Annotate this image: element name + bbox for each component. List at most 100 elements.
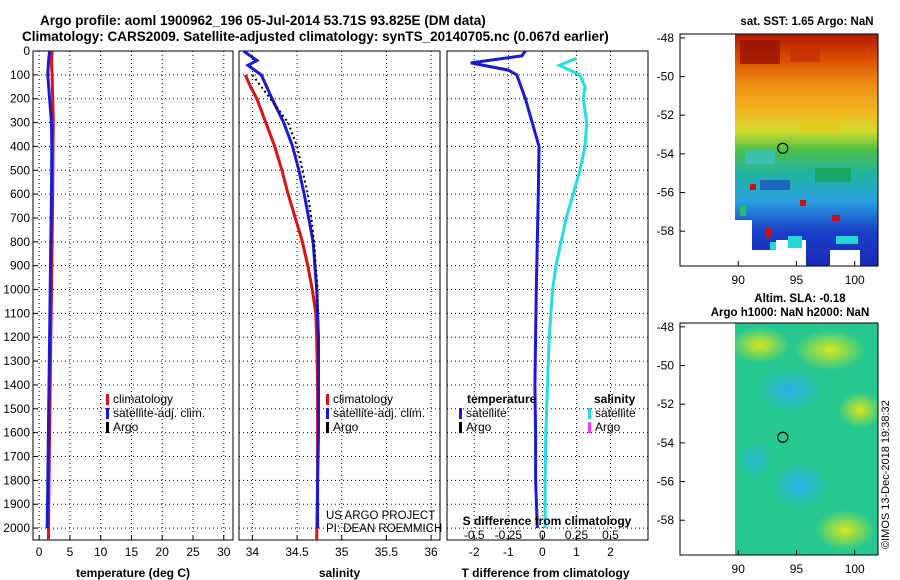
y-tick-label: 1700 [3, 450, 30, 464]
y-tick-label: 400 [10, 139, 30, 153]
sst-patch [836, 236, 858, 244]
x-tick-label: 15 [125, 545, 139, 559]
sst-patch [750, 184, 756, 190]
sst-patch [815, 168, 851, 182]
map-frame [679, 33, 879, 267]
plot-frame [446, 50, 649, 541]
figure-title-line2: Climatology: CARS2009. Satellite-adjuste… [22, 29, 609, 44]
x-axis-label-top: S difference from climatology [463, 514, 632, 528]
s-tick-label: -0.25 [495, 528, 523, 542]
map-x-tick-label: 95 [790, 562, 804, 576]
legend-entry: Argo [113, 420, 139, 434]
sst-patch [740, 206, 746, 216]
series-climatology-line [243, 74, 320, 541]
y-tick-label: 200 [10, 92, 30, 106]
argo-position-marker [777, 431, 789, 443]
x-tick-label: 30 [217, 545, 231, 559]
y-tick-label: 600 [10, 187, 30, 201]
x-tick-label: 5 [67, 545, 74, 559]
figure-title-line1: Argo profile: aoml 1900962_196 05-Jul-20… [40, 13, 486, 28]
legend-entry: satellite [466, 406, 507, 420]
series-t-satellite-line [470, 50, 541, 529]
sst-patch [745, 150, 775, 164]
y-tick-label: 500 [10, 163, 30, 177]
s-tick-label: 0.25 [565, 528, 589, 542]
legend-swatch [588, 422, 591, 433]
y-tick-label: 1200 [3, 330, 30, 344]
sla-blob [737, 440, 773, 480]
legend-title-temperature: temperature [467, 392, 537, 406]
difference-panel: -2 -1 0 1 2 T difference from climatology temp… [446, 50, 649, 580]
y-tick-label: 1300 [3, 354, 30, 368]
map-x-tick-label: 90 [732, 273, 746, 287]
y-tick-label: 1500 [3, 402, 30, 416]
legend-swatch [459, 422, 462, 433]
y-tick-label: 1800 [3, 473, 30, 487]
legend-title-salinity: salinity [594, 392, 636, 406]
series-s-satellite-line [543, 56, 589, 529]
sst-patch [790, 48, 820, 62]
y-tick-label: 1000 [3, 283, 30, 297]
map-x-tick-label: 90 [732, 562, 746, 576]
s-tick-label: -0.5 [464, 528, 485, 542]
map-frame [679, 322, 879, 556]
legend-entry: climatology [113, 392, 173, 406]
sst-patch [800, 200, 806, 206]
x-axis-label: T difference from climatology [461, 566, 629, 580]
sst-patch [788, 236, 802, 248]
legend-swatch [106, 408, 109, 419]
s-tick-label: 0 [539, 528, 546, 542]
salinity-panel: 34 34.5 35 35.5 36 salinity climatologysatelli… [238, 49, 441, 580]
y-tick-label: 0 [23, 44, 30, 58]
x-tick-label: 35.5 [375, 545, 399, 559]
sst-patch [832, 215, 840, 221]
x-tick-label: 1 [573, 545, 580, 559]
map-y-tick-label: -48 [657, 31, 675, 45]
map-y-tick-label: -56 [657, 186, 675, 200]
legend-entry: satellite-adj. clim. [333, 406, 425, 420]
x-tick-label: 25 [186, 545, 200, 559]
map-y-tick-label: -52 [657, 108, 675, 122]
legend-swatch [106, 422, 109, 433]
map-x-tick-label: 95 [790, 273, 804, 287]
map-y-tick-label: -54 [657, 147, 675, 161]
map-y-tick-label: -58 [657, 224, 675, 238]
sla-map-title-line2: Argo h1000: NaN h2000: NaN [711, 307, 870, 319]
temperature-panel: 0 5 10 15 20 25 30 temperature (deg C) 0 100 200 30… [3, 44, 234, 580]
legend-swatch [326, 394, 329, 405]
x-tick-label: 2 [607, 545, 614, 559]
map-x-tick-label: 100 [845, 273, 865, 287]
x-tick-label: 20 [156, 545, 170, 559]
y-tick-label: 1100 [4, 306, 30, 320]
x-tick-label: 36 [424, 545, 438, 559]
legend-entry: Argo [466, 420, 492, 434]
legend-swatch [588, 408, 591, 419]
sla-map-title-line1: Altim. SLA: -0.18 [754, 293, 846, 305]
legend-swatch [459, 408, 462, 419]
x-tick-label: 34 [246, 545, 260, 559]
timestamp-stamp: ©IMOS 13-Dec-2018 19:38:32 [880, 400, 892, 549]
x-axis-label: temperature (deg C) [76, 566, 190, 580]
sst-patch [770, 242, 776, 250]
map-y-tick-label: -54 [657, 436, 675, 450]
map-y-tick-label: -58 [657, 513, 675, 527]
x-tick-label: 34.5 [285, 545, 309, 559]
sst-patch [740, 40, 780, 64]
y-tick-label: 800 [10, 235, 30, 249]
x-tick-label: 0 [36, 545, 43, 559]
y-tick-label: 1400 [3, 378, 30, 392]
x-tick-label: 10 [94, 545, 108, 559]
legend-entry: satellite-adj. clim. [113, 406, 205, 420]
y-tick-label: 100 [10, 68, 30, 82]
sst-map: 90 95 100 -48 -50 -52 -54 -56 -58 [657, 31, 879, 287]
map-y-tick-label: -52 [657, 397, 675, 411]
sla-blob [815, 510, 875, 550]
legend-swatch [326, 422, 329, 433]
sla-map: 90 95 100 -48 -50 -52 -54 -56 -58 [657, 320, 882, 576]
map-y-tick-label: -56 [657, 475, 675, 489]
sst-patch [760, 180, 790, 190]
map-y-tick-label: -48 [657, 320, 675, 334]
s-tick-label: 0.5 [602, 528, 619, 542]
sla-blob [838, 392, 882, 428]
